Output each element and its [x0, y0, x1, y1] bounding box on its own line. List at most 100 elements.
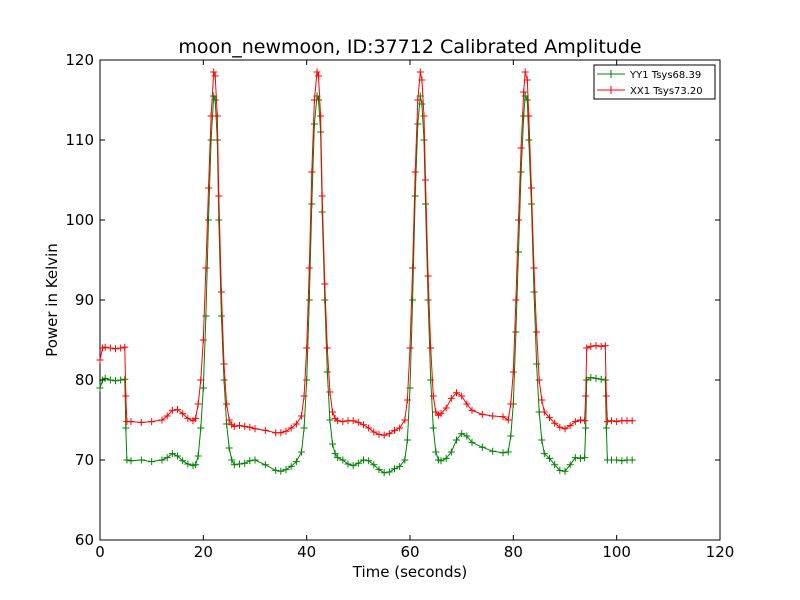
data-point	[420, 136, 428, 144]
data-point	[391, 426, 398, 434]
series-0	[96, 92, 636, 477]
data-point	[504, 416, 512, 424]
data-point	[197, 376, 205, 384]
data-point	[246, 457, 254, 465]
data-point	[137, 456, 145, 464]
data-point	[217, 288, 225, 296]
legend-marker	[607, 70, 615, 78]
x-axis-label: Time (seconds)	[352, 563, 468, 581]
data-point	[375, 430, 383, 438]
data-point	[583, 344, 591, 352]
data-point	[192, 414, 200, 422]
data-point	[106, 344, 114, 352]
data-point	[298, 412, 305, 420]
data-point	[323, 344, 331, 352]
data-point	[525, 136, 533, 144]
data-point	[315, 72, 323, 80]
data-point	[117, 344, 125, 352]
legend-box	[593, 64, 716, 100]
data-point	[420, 112, 428, 120]
data-point	[331, 450, 339, 458]
data-point	[422, 200, 429, 208]
data-point	[225, 444, 233, 452]
data-point	[101, 374, 109, 382]
data-point	[391, 465, 398, 473]
x-tick-label: 80	[504, 543, 523, 561]
data-point	[194, 400, 202, 408]
legend-label: YY1 Tsys68.39	[629, 70, 701, 81]
data-point	[566, 422, 574, 430]
data-point	[197, 424, 205, 432]
data-point	[323, 368, 331, 376]
data-point	[512, 296, 520, 304]
data-point	[504, 448, 512, 456]
data-point	[261, 426, 269, 434]
data-point	[403, 396, 411, 404]
data-point	[432, 448, 440, 456]
data-point	[339, 456, 347, 464]
data-point	[507, 432, 515, 440]
data-point	[463, 400, 471, 408]
data-point	[401, 456, 409, 464]
data-point	[127, 457, 135, 465]
data-point	[411, 168, 419, 176]
data-point	[538, 396, 546, 404]
data-point	[533, 360, 541, 368]
data-point	[561, 425, 569, 433]
data-point	[587, 342, 595, 350]
data-point	[199, 384, 207, 392]
data-point	[592, 374, 600, 382]
data-point	[344, 460, 352, 468]
data-point	[468, 438, 476, 446]
data-point	[603, 418, 611, 426]
data-point	[241, 422, 249, 430]
legend: YY1 Tsys68.39 XX1 Tsys73.20	[593, 64, 716, 100]
data-point	[414, 120, 422, 128]
data-point	[321, 280, 329, 288]
data-point	[385, 468, 393, 476]
data-point	[225, 416, 233, 424]
data-point	[489, 412, 497, 420]
data-point	[403, 436, 411, 444]
data-point	[602, 424, 610, 432]
data-point	[424, 296, 432, 304]
data-point	[230, 422, 238, 430]
data-point	[546, 414, 553, 422]
data-point	[163, 454, 171, 462]
data-point	[551, 419, 559, 427]
data-point	[587, 374, 595, 382]
legend-label: XX1 Tsys73.20	[630, 86, 703, 97]
data-point	[334, 454, 342, 462]
data-point	[582, 424, 590, 432]
data-point	[515, 248, 522, 256]
data-point	[458, 392, 466, 400]
data-point	[601, 342, 609, 350]
series-line	[99, 71, 633, 436]
data-point	[236, 460, 243, 468]
y-axis-label: Power in Kelvin	[43, 243, 61, 357]
data-point	[507, 400, 515, 408]
data-point	[305, 296, 313, 304]
data-point	[121, 343, 129, 351]
data-point	[168, 406, 176, 414]
data-point	[499, 449, 507, 457]
data-point	[571, 418, 579, 426]
data-point	[282, 466, 290, 474]
data-point	[597, 375, 605, 383]
data-point	[292, 420, 300, 428]
data-point	[148, 418, 156, 426]
data-point	[168, 450, 176, 458]
legend-marker	[607, 86, 615, 94]
data-point	[375, 466, 383, 474]
data-point	[517, 168, 525, 176]
data-point	[202, 312, 210, 320]
data-point	[298, 448, 305, 456]
data-point	[427, 376, 435, 384]
data-point	[458, 430, 466, 438]
data-point	[601, 376, 609, 384]
data-point	[618, 457, 626, 465]
data-point	[148, 458, 156, 466]
data-point	[628, 417, 636, 425]
data-point	[525, 112, 533, 120]
data-point	[556, 423, 564, 431]
